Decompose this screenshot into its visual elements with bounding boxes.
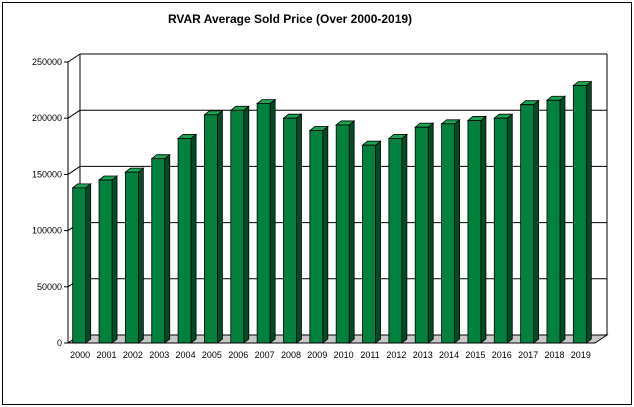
bar-front	[388, 138, 403, 344]
bar-side	[111, 175, 118, 344]
y-tick-label: 0	[57, 338, 62, 348]
bar-front	[362, 144, 376, 344]
bar-side	[533, 99, 540, 344]
x-tick-label: 2004	[176, 350, 196, 360]
bar-2006	[229, 105, 250, 344]
x-tick-label: 2010	[334, 350, 354, 360]
bar-front	[283, 117, 297, 344]
gridline-depth	[67, 109, 81, 119]
chart-bars	[71, 80, 593, 344]
bar-front	[335, 124, 350, 344]
bar-2000	[71, 183, 92, 344]
x-tick-label: 2014	[439, 350, 459, 360]
bar-front	[204, 114, 218, 344]
bar-2019	[572, 80, 593, 344]
bar-side	[454, 118, 460, 344]
x-tick-label: 2000	[70, 350, 90, 360]
bar-2005	[203, 109, 224, 344]
bar-2001	[97, 175, 119, 344]
bar-2017	[519, 99, 540, 344]
bar-side	[322, 125, 329, 344]
bar-side	[401, 133, 408, 344]
bar-front	[520, 104, 535, 344]
bar-2002	[124, 167, 145, 344]
bar-side	[296, 113, 302, 344]
bar-side	[243, 105, 250, 344]
bar-2008	[282, 113, 303, 344]
bar-side	[375, 140, 381, 344]
bar-front	[151, 158, 166, 344]
y-tick-label: 100000	[32, 226, 62, 236]
bar-2003	[150, 153, 171, 344]
bar-front	[124, 171, 139, 344]
x-tick-label: 2007	[255, 350, 275, 360]
bar-2004	[176, 133, 198, 344]
bar-side	[269, 98, 276, 344]
bar-front	[72, 187, 87, 344]
y-tick-label: 250000	[32, 57, 62, 67]
bar-front	[177, 138, 192, 344]
bar-side	[190, 133, 197, 344]
bar-side	[585, 80, 592, 344]
gridline-depth	[67, 53, 81, 63]
bar-front	[414, 126, 429, 344]
x-tick-label: 2005	[202, 350, 222, 360]
y-tick-label: 150000	[32, 169, 62, 179]
bar-side	[506, 113, 513, 344]
bar-front	[256, 103, 271, 344]
bar-front	[493, 117, 508, 344]
y-axis-ticks: 0 50000 100000 150000 200000 250000	[32, 57, 68, 348]
x-tick-label: 2019	[571, 350, 591, 360]
x-tick-label: 2006	[228, 350, 248, 360]
bar-side	[348, 120, 355, 344]
x-tick-label: 2003	[149, 350, 169, 360]
bar-side	[559, 95, 566, 344]
x-axis-ticks: 2000 2001 2002 2003 2004 2005 2006 2007 2008 2009…	[68, 342, 595, 360]
bar-side	[427, 122, 434, 344]
bar-2007	[255, 98, 277, 344]
x-tick-label: 2018	[544, 350, 564, 360]
bar-front	[98, 179, 113, 344]
bar-2016	[493, 113, 514, 344]
bar-2018	[545, 95, 567, 344]
bar-2013	[414, 122, 435, 344]
bar-2009	[308, 125, 329, 344]
bar-side	[137, 167, 144, 344]
bar-side	[480, 115, 487, 344]
y-tick-label: 50000	[37, 282, 62, 292]
x-tick-label: 2015	[465, 350, 485, 360]
x-tick-label: 2016	[492, 350, 512, 360]
bar-front	[441, 123, 455, 344]
chart-title: RVAR Average Sold Price (Over 2000-2019)	[167, 12, 413, 26]
y-tick-label: 200000	[32, 113, 62, 123]
bar-front	[546, 99, 561, 344]
bar-front	[572, 85, 587, 344]
x-tick-label: 2002	[123, 350, 143, 360]
bar-front	[467, 120, 482, 344]
x-tick-label: 2008	[281, 350, 301, 360]
x-tick-label: 2013	[413, 350, 433, 360]
bar-2012	[387, 133, 409, 344]
x-tick-label: 2012	[386, 350, 406, 360]
x-tick-label: 2017	[518, 350, 538, 360]
x-tick-label: 2011	[360, 350, 379, 360]
x-tick-label: 2009	[307, 350, 327, 360]
bar-side	[217, 109, 223, 344]
bar-side	[164, 153, 171, 344]
gridline-depth	[67, 165, 81, 175]
x-tick-label: 2001	[97, 350, 117, 360]
bar-2015	[466, 115, 488, 344]
bar-2011	[361, 140, 382, 344]
bar-2014	[440, 118, 461, 344]
bar-front	[230, 109, 245, 344]
bar-2010	[335, 120, 356, 344]
bar-side	[85, 183, 92, 344]
bar-front	[309, 130, 324, 344]
